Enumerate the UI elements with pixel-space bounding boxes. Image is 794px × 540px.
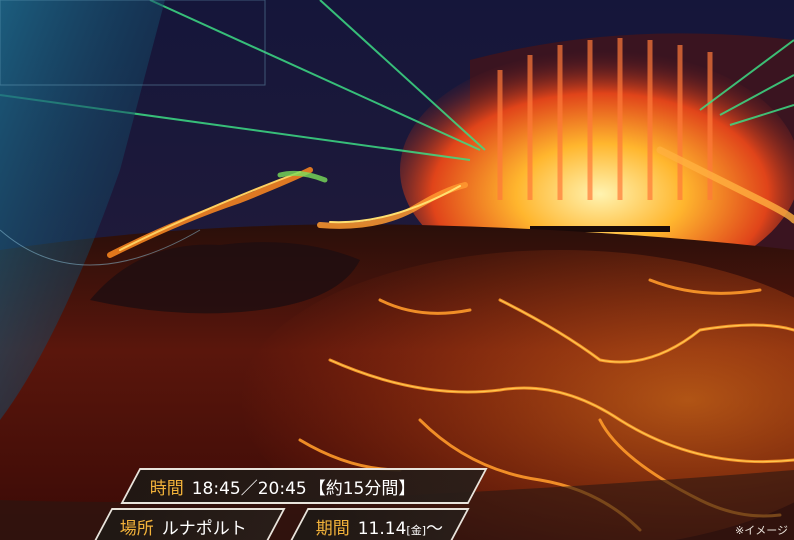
time-value: 18:45／20:45 bbox=[192, 478, 307, 499]
place-banner: 場所 ルナポルト bbox=[92, 508, 286, 540]
time-label: 時間 bbox=[150, 478, 184, 499]
image-note: ※イメージ bbox=[735, 524, 788, 537]
period-weekday: [金] bbox=[406, 523, 427, 537]
place-label: 場所 bbox=[120, 518, 154, 539]
period-suffix: 〜 bbox=[426, 518, 444, 539]
duration-text: 【約15分間】 bbox=[308, 478, 416, 499]
period-label: 期間 bbox=[316, 518, 350, 539]
period-date: 11.14 bbox=[358, 518, 407, 539]
place-value: ルナポルト bbox=[162, 518, 247, 539]
period-banner: 期間 11.14 [金] 〜 bbox=[288, 508, 470, 540]
time-banner: 時間 18:45／20:45 【約15分間】 bbox=[120, 468, 488, 504]
